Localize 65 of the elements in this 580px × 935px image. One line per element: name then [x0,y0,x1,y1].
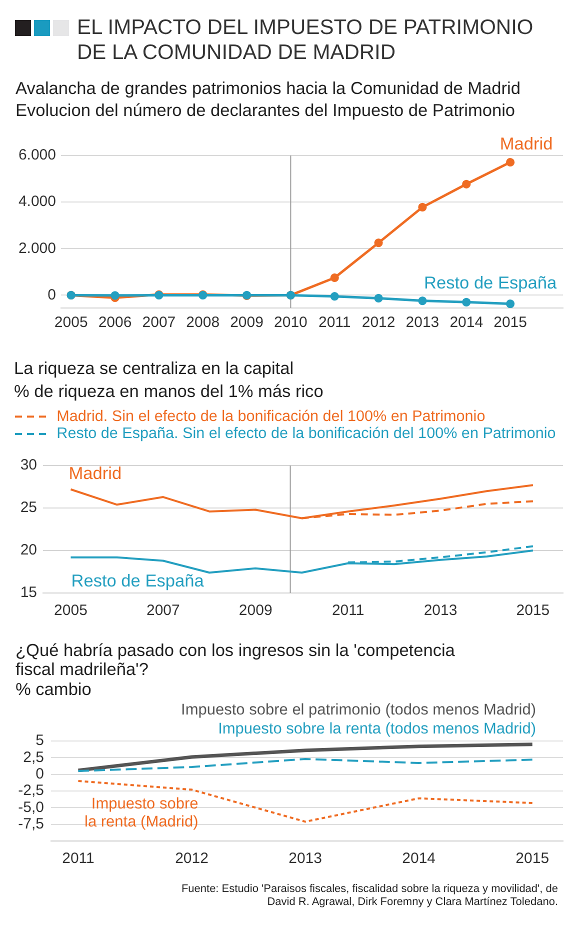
legend-label: Resto de España. Sin el efecto de la bonificación del 100% en Patrimonio [56,425,556,442]
x-tick-label: 2007 [142,314,176,332]
y-tick-label: 0 [36,765,44,782]
point [462,298,471,306]
series-label: Madrid [68,462,122,483]
y-axis-title: % cambio [16,679,92,699]
line-series [77,758,534,772]
x-tick-label: 2005 [54,602,88,620]
y-tick-label: -7,5 [18,815,44,832]
series-label: Impuesto sobre la renta (todos menos Madrid) [218,720,536,738]
y-tick-label: 0 [48,286,56,304]
x-tick-label: 2011 [318,314,351,332]
y-tick-label: 30 [20,456,37,474]
y-tick-label: 6.000 [18,146,56,164]
x-tick-label: 2005 [54,314,88,332]
x-tick-label: 2015 [516,602,550,620]
x-tick-label: 2011 [62,850,94,868]
y-tick-label: 4.000 [18,193,56,210]
chart-subtitle: Avalancha de grandes patrimonios hacia la Comunidad de Madrid [16,77,520,99]
x-tick-label: 2009 [238,602,272,620]
x-tick-label: 2011 [332,602,364,620]
x-tick-label: 2013 [288,850,322,868]
point [462,180,471,188]
point [374,238,383,248]
x-tick-label: 2012 [362,314,396,332]
point [418,296,427,306]
point [418,202,427,212]
point [506,300,515,308]
chart-title: La riqueza se centraliza en la capital [14,357,294,379]
x-tick-label: 2012 [175,850,208,868]
y-axis-title: Evolucion del número de declarantes del Impuesto de Patrimonio [16,99,516,121]
source-note: Fuente: Estudio 'Paraisos fiscales, fiscalidad sobre la riqueza y movilidad', de David R. Agrawal, Dirk Foremny y Clara Martínez Toledano. [180,883,558,908]
chart-title: EL IMPACTO DEL IMPUESTO DE PATRIMONIO DE LA COMUNIDAD DE MADRID [77,14,534,64]
chart-title: ¿Qué habría pasado con los ingresos sin la 'competencia fiscal madrileña'? [16,640,456,678]
x-tick-label: 2013 [406,314,440,332]
x-tick-label: 2009 [230,314,264,332]
x-tick-label: 2010 [274,314,308,332]
x-tick-label: 2006 [98,314,132,332]
point [330,273,339,282]
x-tick-label: 2008 [186,314,220,332]
y-axis-title: % de riqueza en manos del 1% más rico [14,380,324,402]
y-tick-label: 15 [20,584,37,602]
point [110,291,120,300]
x-tick-label: 2015 [516,850,550,868]
y-tick-label: 2,5 [23,748,44,766]
series-label: Resto de España [71,570,204,591]
y-tick-label: -5,0 [18,798,44,816]
x-tick-label: 2014 [402,850,436,868]
x-tick-label: 2015 [494,314,527,332]
y-tick-label: 2.000 [18,240,56,257]
point [506,158,515,167]
y-tick-label: 20 [20,542,37,559]
series-label: Resto de España [424,272,557,293]
series-label: Madrid [500,134,553,154]
y-tick-label: 25 [20,499,37,516]
x-tick-label: 2014 [450,314,484,332]
y-tick-label: 5 [36,732,44,750]
x-tick-label: 2013 [424,602,458,620]
point [374,294,383,303]
legend-label: Madrid. Sin el efecto de la bonificación del 100% en Patrimonio [56,408,486,425]
y-tick-label: -2,5 [18,782,44,800]
series-label: Impuesto sobre la renta (Madrid) [84,795,198,830]
series-label: Impuesto sobre el patrimonio (todos menos Madrid) [181,701,536,718]
point [330,292,339,301]
x-tick-label: 2007 [146,602,180,620]
